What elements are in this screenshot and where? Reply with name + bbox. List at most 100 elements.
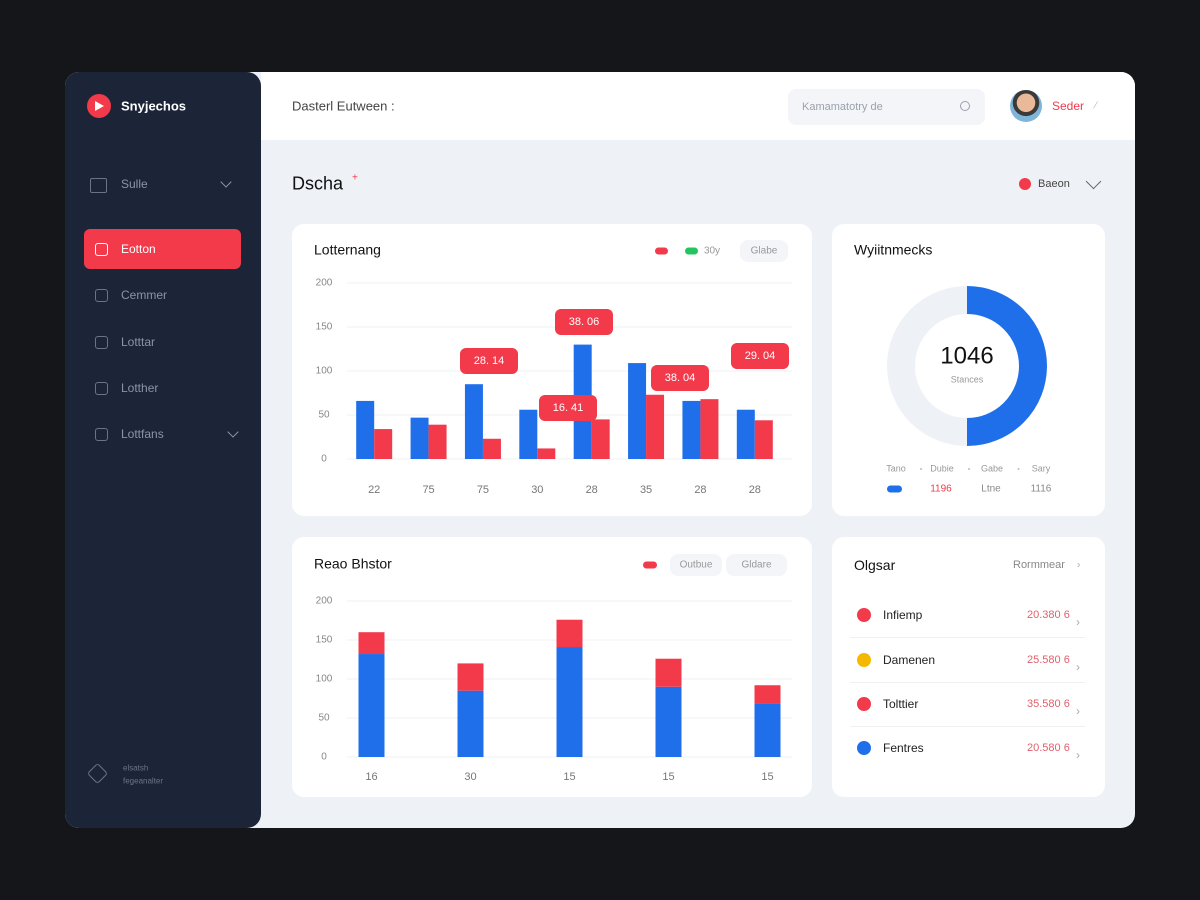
bar-segment <box>556 619 583 648</box>
annotation: 38. 04 <box>665 372 696 384</box>
nav-icon <box>95 428 108 441</box>
bar <box>628 363 647 459</box>
bar <box>519 409 538 459</box>
center-label: Stances <box>951 374 984 384</box>
annotation-box <box>731 343 789 369</box>
y-tick-label: 150 <box>316 322 333 333</box>
footer-text: elsatsh <box>123 763 149 773</box>
filter-button[interactable] <box>670 554 722 576</box>
nav-active-bg[interactable] <box>84 229 241 269</box>
legend-label: 30y <box>704 246 720 257</box>
action-button[interactable]: Baeon <box>1038 178 1070 190</box>
sidebar <box>65 72 261 828</box>
y-tick-label: 50 <box>318 410 330 421</box>
row-value: 20.380 6 <box>1027 609 1070 621</box>
filter-button[interactable] <box>726 554 787 576</box>
bar-segment <box>655 658 682 687</box>
nav-item[interactable]: Lottfans <box>121 427 164 441</box>
bar-segment <box>754 685 781 704</box>
footer-value: 1196 <box>930 484 952 495</box>
avatar[interactable] <box>1010 90 1042 122</box>
footer-label: Sary <box>1032 463 1051 473</box>
nav-item[interactable]: Eotton <box>121 242 156 256</box>
annotation-box <box>460 348 518 374</box>
row-dot <box>857 653 871 667</box>
row-label[interactable]: Damenen <box>883 653 936 667</box>
row-dot <box>857 697 871 711</box>
user-name[interactable]: Seder <box>1052 99 1085 113</box>
bar <box>428 424 447 459</box>
footer-text: fegeanalter <box>123 776 164 786</box>
bar <box>682 400 701 459</box>
nav-icon <box>90 178 107 193</box>
list-link-arrow: › <box>1077 559 1081 571</box>
nav-item[interactable]: Lotttar <box>121 335 156 349</box>
title-mark: + <box>352 172 358 184</box>
brand: Snyjechos <box>121 98 187 114</box>
row-label[interactable]: Tolttier <box>883 697 919 711</box>
chart-title: Wyiitnmecks <box>854 242 932 258</box>
legend-swatch <box>655 247 668 255</box>
action-dot <box>1019 178 1031 190</box>
bar-segment <box>358 654 385 757</box>
list-title: Olgsar <box>854 557 896 573</box>
bar-segment <box>457 690 484 757</box>
row-divider <box>850 682 1085 683</box>
filter-button[interactable] <box>740 240 788 262</box>
bar <box>700 399 719 459</box>
x-tick-label: 28 <box>586 484 598 496</box>
legend-swatch <box>685 247 698 255</box>
row-divider <box>850 726 1085 727</box>
y-tick-label: 150 <box>316 635 333 646</box>
search-box[interactable] <box>788 89 985 125</box>
stacked-bar-chart: 0 50 100 150 200 Reao Bhstor Outbue Gldare 16 30 1… <box>314 554 792 783</box>
x-tick-label: 30 <box>464 771 476 783</box>
x-tick-label: 15 <box>563 771 575 783</box>
page-title: Dscha <box>292 173 344 194</box>
filter-label: Glabe <box>751 246 778 257</box>
y-tick-label: 0 <box>321 752 327 763</box>
footer-label: Gabe <box>981 463 1003 473</box>
footer-label: Tano <box>886 463 906 473</box>
row-label[interactable]: Infiemp <box>883 608 923 622</box>
footer-value: 1116 <box>1031 484 1052 495</box>
x-tick-label: 75 <box>422 484 434 496</box>
filter-label: Gldare <box>741 560 771 571</box>
y-tick-label: 100 <box>316 366 333 377</box>
row-value: 35.580 6 <box>1027 698 1070 710</box>
x-tick-label: 15 <box>662 771 674 783</box>
row-chevron: › <box>1076 704 1080 718</box>
x-tick-label: 16 <box>365 771 377 783</box>
center-value: 1046 <box>940 342 993 369</box>
row-value: 20.580 6 <box>1027 742 1070 754</box>
list-link[interactable]: Rormmear <box>1013 559 1065 571</box>
annotation: 28. 14 <box>474 355 505 367</box>
row-label[interactable]: Fentres <box>883 741 924 755</box>
y-tick-label: 0 <box>321 454 327 465</box>
bar-segment <box>556 647 583 757</box>
nav-item[interactable]: Sulle <box>121 177 148 191</box>
filter-label: Outbue <box>680 560 713 571</box>
x-tick-label: 15 <box>761 771 773 783</box>
footer-separator <box>968 468 970 470</box>
nav-item[interactable]: Cemmer <box>121 288 168 302</box>
y-tick-label: 100 <box>316 674 333 685</box>
bar <box>736 409 755 459</box>
nav-icon <box>95 289 108 302</box>
nav-item[interactable]: Lotther <box>121 381 159 395</box>
annotation: 38. 06 <box>569 316 600 328</box>
panel <box>832 537 1105 797</box>
y-tick-label: 200 <box>316 596 333 607</box>
bar <box>591 419 610 459</box>
annotation-box <box>555 309 613 335</box>
user-chevron: ⁄ <box>1095 100 1097 112</box>
breadcrumb: Dasterl Eutween : <box>292 98 395 114</box>
bar <box>410 417 429 459</box>
chart-title: Lotternang <box>314 242 381 258</box>
row-chevron: › <box>1076 748 1080 762</box>
nav-icon <box>95 243 108 256</box>
x-tick-label: 75 <box>477 484 489 496</box>
bar <box>754 420 773 459</box>
panel <box>832 224 1105 516</box>
